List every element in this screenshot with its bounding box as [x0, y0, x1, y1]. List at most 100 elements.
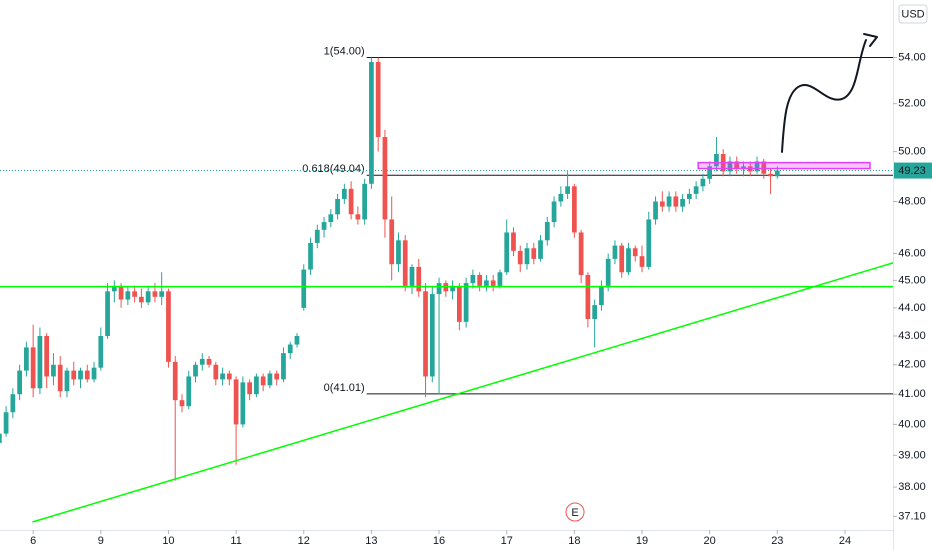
candle-body: [321, 222, 327, 230]
candle-body: [24, 347, 29, 371]
candle-body: [348, 188, 354, 215]
candle-body: [666, 196, 672, 207]
candle-body: [220, 373, 225, 380]
fib-label: 0.618(49.04): [302, 163, 364, 175]
candle-body: [362, 183, 368, 220]
candle-body: [734, 161, 740, 169]
candle-body: [531, 248, 537, 259]
candle-body: [335, 198, 340, 215]
y-tick-label: 41.00: [898, 388, 926, 400]
candle-body: [754, 161, 760, 172]
candle-body: [172, 361, 178, 401]
candle-body: [707, 166, 713, 179]
candle-body: [599, 285, 604, 306]
candle-body: [44, 335, 50, 377]
candle-body: [761, 161, 767, 174]
candle-body: [294, 335, 300, 345]
x-tick-label: 12: [298, 535, 310, 547]
candle-body: [267, 373, 273, 386]
fib-label: 0(41.01): [324, 382, 365, 394]
candle-body: [646, 219, 652, 267]
candle-body: [355, 214, 361, 220]
candle-body: [10, 394, 16, 413]
candle-body: [571, 186, 577, 233]
candle-body: [470, 274, 476, 284]
candle-body: [450, 285, 455, 292]
candle-body: [341, 188, 347, 199]
candle-body: [314, 229, 320, 243]
y-tick-label: 45.00: [898, 274, 926, 286]
candle-body: [396, 240, 401, 265]
candle-body: [159, 291, 165, 297]
y-tick-label: 42.00: [898, 359, 926, 371]
fib-label: 1(54.00): [324, 45, 365, 57]
candle-body: [511, 232, 516, 251]
y-tick-label: 39.00: [898, 449, 926, 461]
y-tick-label: 37.10: [898, 510, 926, 522]
candle-body: [423, 291, 428, 377]
candle-body: [125, 291, 131, 300]
candle-body: [17, 370, 22, 395]
candle-body: [416, 266, 422, 292]
candle-body: [240, 382, 246, 425]
candle-body: [132, 291, 137, 297]
candle-body: [186, 376, 192, 407]
drawn-arrow-head: [863, 33, 878, 47]
candle-body: [0, 433, 2, 443]
zone-box: [697, 161, 871, 170]
y-tick-label: 38.00: [898, 481, 926, 493]
candle-body: [111, 285, 117, 292]
y-tick-label: 44.00: [898, 302, 926, 314]
candle-body: [199, 358, 205, 365]
candle-body: [3, 412, 9, 434]
candle-body: [281, 353, 286, 380]
x-tick-label: 6: [30, 535, 36, 547]
candle-body: [213, 364, 219, 380]
candle-body: [612, 245, 618, 259]
candle-body: [490, 280, 496, 286]
x-tick-label: 17: [501, 535, 513, 547]
candle-body: [680, 198, 685, 207]
candle-body: [693, 186, 699, 194]
candle-body: [78, 370, 83, 380]
candle-body: [673, 196, 679, 207]
candle-body: [260, 376, 266, 386]
candle-body: [659, 201, 665, 207]
candle-body: [105, 291, 110, 336]
x-tick-label: 10: [162, 535, 174, 547]
candle-body: [626, 248, 631, 273]
candle-body: [741, 166, 746, 169]
candle-body: [768, 173, 773, 177]
y-tick-label: 40.00: [898, 418, 926, 430]
candle-body: [687, 193, 692, 199]
candle-body: [463, 283, 469, 322]
candle-body: [538, 240, 543, 259]
candle-body: [71, 370, 77, 380]
candle-body: [524, 248, 530, 265]
candle-body: [308, 242, 313, 270]
candle-body: [145, 291, 151, 303]
currency-label: USD: [901, 8, 924, 20]
candle-body: [274, 373, 280, 380]
x-tick-label: 11: [230, 535, 241, 547]
candle-body: [619, 245, 625, 273]
candle-body: [402, 240, 408, 286]
candle-body: [287, 344, 293, 354]
currency-box[interactable]: [898, 4, 928, 24]
candle-body: [409, 266, 415, 286]
candle-body: [504, 232, 510, 273]
x-tick-label: 20: [704, 535, 716, 547]
candle-body: [497, 272, 503, 286]
x-tick-label: 19: [636, 535, 648, 547]
candle-body: [247, 382, 253, 395]
candle-body: [166, 291, 171, 362]
trendline: [32, 262, 894, 523]
candle-body: [206, 358, 212, 365]
candle-body: [653, 201, 658, 220]
candle-body: [544, 222, 550, 241]
candle-body: [565, 186, 570, 194]
candle-body: [632, 248, 638, 257]
candle-body: [578, 232, 584, 275]
y-tick-label: 48.00: [898, 195, 926, 207]
